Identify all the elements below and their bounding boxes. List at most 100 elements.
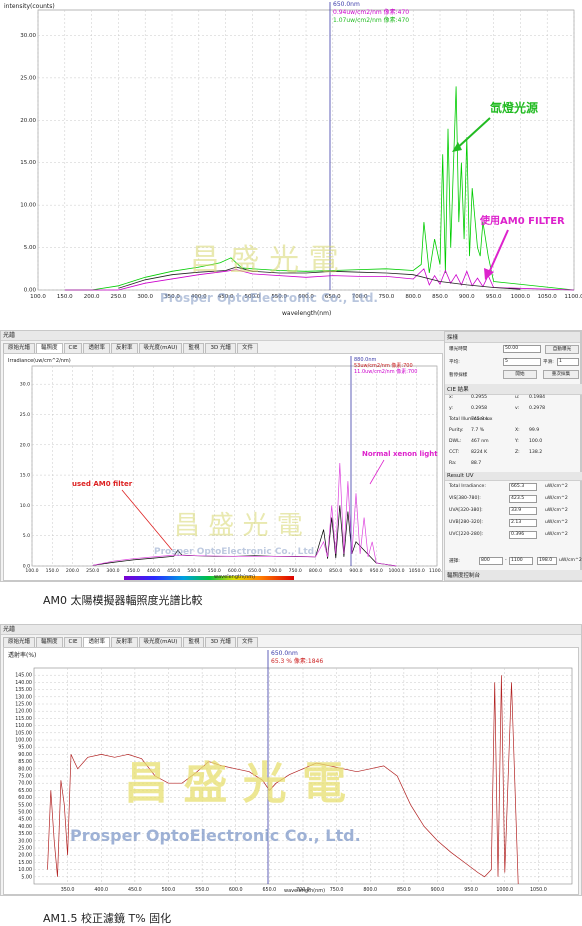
c1-xtick-label: 550.0 [271, 294, 287, 300]
c2-xtick-label: 1050.0 [409, 568, 425, 574]
c3-ytick-label: 65.00 [18, 788, 32, 794]
rp-exposure-input[interactable]: 50.00 [503, 345, 541, 353]
rp-start-button[interactable]: 開始 [503, 370, 537, 379]
c1-arrow-filter [487, 229, 509, 276]
rp-sampling-header: 採樣 [445, 332, 580, 343]
c3-xtick-label: 500.0 [162, 887, 176, 893]
chart3-svg: 350.0 400.0 450.0 500.0 550.0 600.0 650.0 700.0… [8, 650, 573, 894]
rp-uv-value-4: 0.396 [509, 531, 537, 539]
c1-xtick-label: 800.0 [405, 294, 421, 300]
rp-uv-unit-3: uW/cm^2 [545, 520, 568, 525]
c2-xtick-label: 750.0 [289, 568, 302, 574]
c1-xtick-label: 750.0 [379, 294, 395, 300]
c1-xtick-label: 300.0 [137, 294, 153, 300]
rp-cie-4-b: 467 nm [471, 439, 489, 444]
rp-pause-label[interactable]: 暫停採樣 [449, 373, 468, 378]
rp-cie-3-b: 7.7 % [471, 428, 485, 433]
c2-ytick-label: 20.0 [20, 442, 30, 448]
c1-annot-xenon: 氙燈光源 [489, 100, 538, 115]
rp-uv-label-2: UVA[320-380]: [449, 508, 483, 513]
c3-ytick-label: 10.00 [18, 867, 32, 873]
c3-xtick-label: 850.0 [397, 887, 411, 893]
rp-uv-value-0: 665.3 [509, 483, 537, 491]
rp-cie-3-a: Purity: [449, 428, 464, 433]
c3-cursor-line2: 65.3 % 像素:1846 [271, 657, 323, 665]
c2-cursor-line3: 11.0uw/cm2/nm 像素:700 [354, 368, 417, 375]
c1-xtick-label: 1100.0 [564, 294, 582, 300]
rp-range-to[interactable]: 1100 [509, 557, 533, 565]
rp-cie-2-a: Total Illuminance: [449, 417, 490, 422]
c3-ytick-label: 120.00 [15, 709, 32, 715]
c1-annot-filter: 使用AM0 FILTER [479, 214, 565, 227]
c3-ytick-label: 40.00 [18, 824, 32, 830]
c3-cursor-line1: 650.0nm [271, 650, 298, 657]
c1-series [64, 86, 575, 291]
c2-ytick-label: 15.0 [20, 473, 30, 479]
c1-ytick-label: 20.00 [20, 118, 36, 124]
c1-xtick-label: 1000.0 [511, 294, 531, 300]
rp-range-extra: 198.0 [537, 557, 557, 565]
rp-cie-4-a: DWL: [449, 439, 462, 444]
c1-cursor-line1: 650.0nm [333, 1, 360, 8]
c2-xtick-label: 450.0 [167, 568, 180, 574]
c1-xtick-label: 850.0 [432, 294, 448, 300]
c3-xtick-label: 350.0 [61, 887, 75, 893]
rp-cie-6-b: 88.7 [471, 461, 482, 466]
rp-avg-input[interactable]: 5 [503, 358, 541, 366]
c2-arrow-normal [369, 459, 385, 485]
rp-range-from[interactable]: 800 [479, 557, 503, 565]
c3-xtick-label: 600.0 [229, 887, 243, 893]
rp-cie-5-a: CCT: [449, 450, 460, 455]
c3-grid [33, 667, 573, 885]
rp-uv-label-3: UVB[280-320]: [449, 520, 483, 525]
c2-ticks: 100.0 150.0 200.0 250.0 300.0 350.0 400.0 450.0… [20, 382, 445, 574]
caption-am0: AM0 太陽模擬器輻照度光譜比較 [43, 594, 203, 607]
c2-xtick-label: 600.0 [228, 568, 241, 574]
c2-ytick-label: 25.0 [20, 412, 30, 418]
c1-xtick-label: 400.0 [191, 294, 207, 300]
c1-xtick-label: 350.0 [164, 294, 180, 300]
c2-xtick-label: 950.0 [370, 568, 383, 574]
c1-xtick-label: 950.0 [486, 294, 502, 300]
c3-watermark-cn: 昌 盛 光 電 [124, 758, 346, 809]
c1-grid [37, 9, 575, 291]
c3-ylabel: 透射率(%) [8, 651, 36, 659]
c1-ylabel: intensity(counts) [4, 3, 55, 10]
rp-cie-5-d: 138.2 [529, 450, 543, 455]
app3-titlebar: 光譜 [1, 625, 581, 635]
c2-rainbow-band [124, 576, 294, 580]
c2-ylabel: Irradiance(uw/cm^2/nm) [8, 358, 71, 364]
rp-cie-0-d: 0.1984 [529, 395, 546, 400]
c1-series-1 [64, 268, 575, 291]
c2-series [92, 462, 397, 567]
rp-cie-0-a: x: [449, 395, 454, 400]
c3-ytick-label: 115.00 [15, 716, 32, 722]
rp-uv-unit-4: uW/cm^2 [545, 532, 568, 537]
c3-ytick-label: 55.00 [18, 802, 32, 808]
rp-repeat-button[interactable]: 重次採集 [543, 370, 579, 379]
c2-xtick-label: 1100.0 [429, 568, 442, 574]
c1-xtick-label: 150.0 [57, 294, 73, 300]
rp-auto-exposure-button[interactable]: 自動曝光 [545, 345, 579, 354]
rp-cie-3-c: X: [515, 428, 520, 433]
c2-arrow-am0 [121, 489, 173, 551]
c1-xtick-label: 700.0 [352, 294, 368, 300]
c1-xtick-label: 200.0 [84, 294, 100, 300]
c1-xtick-label: 100.0 [30, 294, 46, 300]
c2-xtick-label: 500.0 [187, 568, 200, 574]
c3-xtick-label: 700.0 [296, 887, 310, 893]
c3-xtick-label: 650.0 [263, 887, 277, 893]
c2-ytick-label: 0.0 [23, 564, 30, 570]
c2-xlabel: wavelength(nm) [214, 574, 255, 580]
c1-arrowhead-filter [484, 268, 494, 280]
c3-ytick-label: 20.00 [18, 853, 32, 859]
c3-ytick-label: 30.00 [18, 838, 32, 844]
c2-cursor-line1: 880.0nm [354, 357, 376, 363]
c3-xtick-label: 550.0 [195, 887, 209, 893]
c1-cursor-line2: 0.94uw/cm2/nm 像素:470 [333, 8, 409, 16]
c2-xtick-label: 650.0 [248, 568, 261, 574]
c3-ytick-label: 95.00 [18, 745, 32, 751]
c3-ytick-label: 50.00 [18, 810, 32, 816]
rp-smooth-input[interactable]: 1 [557, 358, 579, 366]
c2-xtick-label: 100.0 [25, 568, 38, 574]
